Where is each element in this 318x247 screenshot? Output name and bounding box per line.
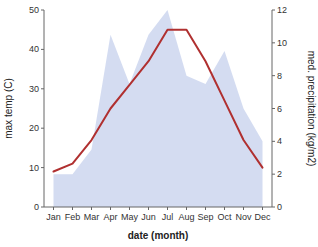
- x-axis-line: [44, 207, 272, 208]
- x-tick: [262, 207, 263, 210]
- y2-tick-label: 4: [277, 136, 282, 146]
- x-tick-label: Aug: [178, 212, 194, 222]
- y-axis-label: max temp (C): [3, 78, 14, 139]
- y2-tick: [272, 207, 275, 208]
- x-tick-label: Mar: [84, 212, 100, 222]
- y2-tick-label: 10: [277, 38, 287, 48]
- x-tick-label: May: [121, 212, 139, 222]
- y-tick-label: 40: [29, 44, 39, 54]
- page: {"chart_data": {"type": "line", "x_label…: [0, 0, 318, 247]
- y2-tick-label: 12: [277, 5, 287, 15]
- y2-tick: [272, 108, 275, 109]
- y2-tick: [272, 174, 275, 175]
- y-tick: [41, 88, 44, 89]
- x-tick: [205, 207, 206, 210]
- y2-tick-label: 8: [277, 71, 282, 81]
- x-tick: [53, 207, 54, 210]
- axes: Jan FebMarApr MayJun Jul AugSep OctNovDec 0 10 2…: [29, 5, 287, 222]
- y-tick: [41, 128, 44, 129]
- x-tick-label: Oct: [217, 212, 232, 222]
- plot-data: [54, 10, 263, 207]
- y2-tick-label: 2: [277, 169, 282, 179]
- x-tick: [72, 207, 73, 210]
- y-tick: [41, 207, 44, 208]
- y2-tick: [272, 10, 275, 11]
- y2-tick: [272, 42, 275, 43]
- x-tick-label: Feb: [65, 212, 81, 222]
- y2-axis-label: med. precipitation (kg/m2): [306, 51, 317, 167]
- x-tick-label: Jul: [162, 212, 174, 222]
- y2-tick: [272, 141, 275, 142]
- x-tick: [129, 207, 130, 210]
- x-tick: [148, 207, 149, 210]
- x-tick: [186, 207, 187, 210]
- x-tick-label: Jun: [141, 212, 156, 222]
- x-tick-label: Sep: [197, 212, 213, 222]
- x-tick: [243, 207, 244, 210]
- x-tick: [167, 207, 168, 210]
- y-tick-label: 10: [29, 163, 39, 173]
- area: [54, 10, 263, 207]
- y-tick: [41, 167, 44, 168]
- y-tick: [41, 49, 44, 50]
- line: [54, 30, 263, 172]
- y-tick-label: 30: [29, 84, 39, 94]
- x-tick: [110, 207, 111, 210]
- x-tick: [224, 207, 225, 210]
- x-tick-label: Apr: [103, 212, 117, 222]
- y-tick-label: 50: [29, 5, 39, 15]
- y-tick-label: 0: [34, 202, 39, 212]
- x-tick-label: Dec: [254, 212, 271, 222]
- y-tick: [41, 10, 44, 11]
- x-tick-label: Nov: [235, 212, 252, 222]
- chart: Jan FebMarApr MayJun Jul AugSep OctNovDec 0 10 2…: [0, 0, 318, 247]
- y2-tick: [272, 75, 275, 76]
- y2-tick-label: 0: [277, 202, 282, 212]
- y-axis-line: [44, 10, 45, 207]
- x-axis-label: date (month): [128, 230, 189, 241]
- y2-tick-label: 6: [277, 104, 282, 114]
- x-tick-label: Jan: [46, 212, 61, 222]
- y-tick-label: 20: [29, 123, 39, 133]
- x-tick: [91, 207, 92, 210]
